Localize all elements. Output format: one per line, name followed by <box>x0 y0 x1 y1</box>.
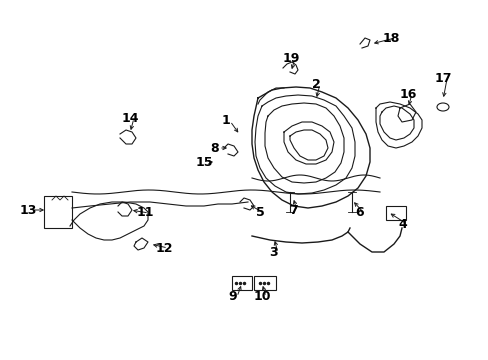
Text: 9: 9 <box>228 291 237 303</box>
Text: 6: 6 <box>355 207 364 220</box>
Text: 14: 14 <box>121 112 139 125</box>
Text: 16: 16 <box>399 87 416 100</box>
Text: 15: 15 <box>195 156 212 168</box>
Text: 8: 8 <box>210 141 219 154</box>
Text: 2: 2 <box>311 77 320 90</box>
Text: 1: 1 <box>221 114 230 127</box>
Text: 17: 17 <box>433 72 451 85</box>
Text: 18: 18 <box>382 31 399 45</box>
Text: 13: 13 <box>19 203 37 216</box>
Text: 3: 3 <box>269 247 278 260</box>
Text: 10: 10 <box>253 291 270 303</box>
Text: 12: 12 <box>155 242 172 255</box>
Text: 19: 19 <box>282 51 299 64</box>
Text: 7: 7 <box>288 204 297 217</box>
Text: 4: 4 <box>398 217 407 230</box>
Text: 11: 11 <box>136 207 153 220</box>
Text: 5: 5 <box>255 207 264 220</box>
